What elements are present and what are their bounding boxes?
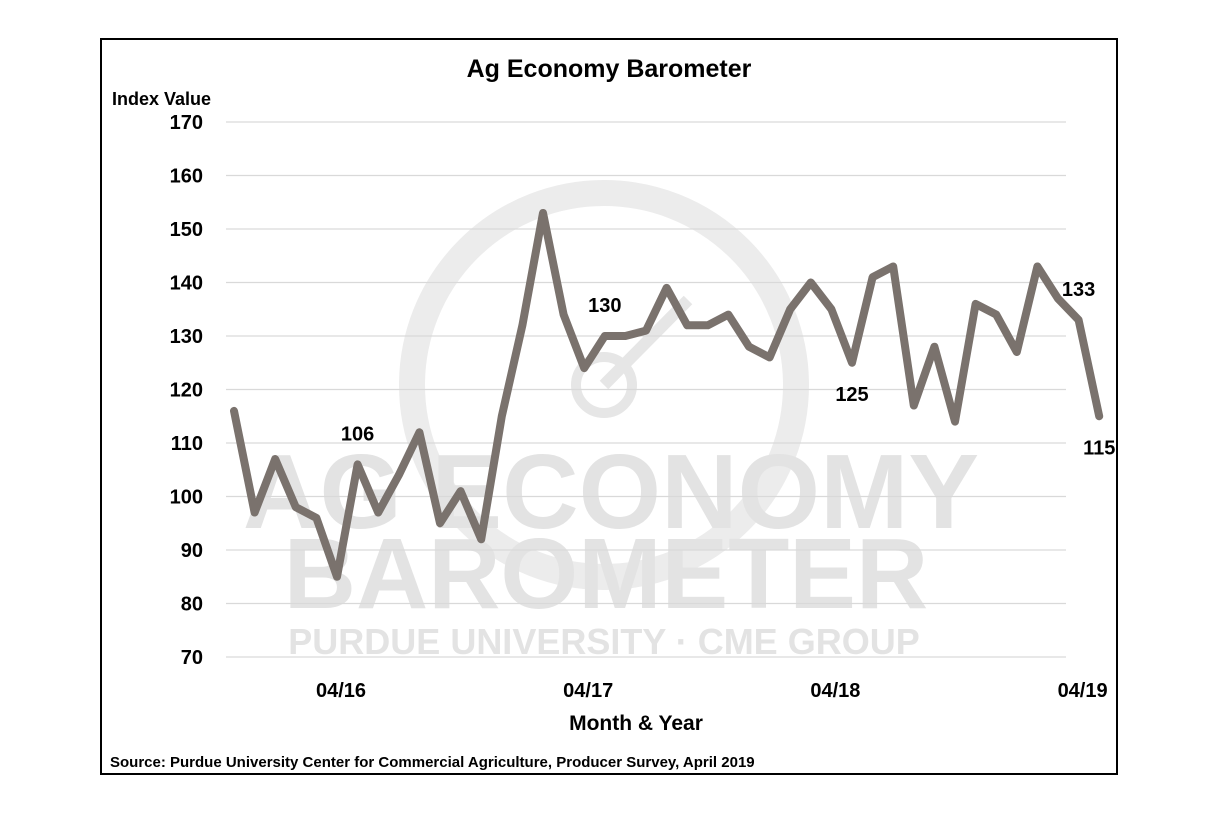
data-label: 125 bbox=[835, 384, 868, 406]
data-label: 130 bbox=[588, 295, 621, 317]
gridlines bbox=[226, 121, 1066, 658]
x-axis-title: Month & Year bbox=[569, 712, 703, 735]
y-tick-labels: 70 80 90 100 110 120 130 140 150 160 170 bbox=[170, 112, 203, 669]
data-label: 106 bbox=[341, 423, 374, 445]
series-layer bbox=[230, 208, 1104, 581]
watermark-gauge-needle bbox=[599, 295, 693, 390]
y-tick-label: 100 bbox=[170, 487, 203, 509]
y-tick-label: 80 bbox=[181, 594, 203, 616]
chart-frame bbox=[100, 38, 1118, 775]
y-tick-label: 120 bbox=[170, 380, 203, 402]
y-tick-label: 130 bbox=[170, 326, 203, 348]
y-tick-label: 140 bbox=[170, 273, 203, 295]
y-tick-label: 90 bbox=[181, 540, 203, 562]
y-axis-title: Index Value bbox=[112, 89, 211, 109]
watermark-gauge-hub bbox=[571, 352, 637, 418]
y-tick-label: 150 bbox=[170, 219, 203, 241]
y-tick-label: 170 bbox=[170, 112, 203, 134]
watermark-line2: BAROMETER bbox=[284, 518, 928, 630]
data-labels: 106 130 125 133 115 bbox=[341, 279, 1115, 459]
watermark-gauge-ring bbox=[399, 180, 809, 590]
chart-title: Ag Economy Barometer bbox=[467, 55, 752, 83]
source-note: Source: Purdue University Center for Com… bbox=[110, 754, 755, 771]
x-tick-label: 04/17 bbox=[563, 680, 613, 702]
series-line bbox=[230, 208, 1104, 581]
x-tick-label: 04/19 bbox=[1058, 680, 1108, 702]
y-tick-label: 70 bbox=[181, 647, 203, 669]
data-label: 133 bbox=[1062, 279, 1095, 301]
data-label: 115 bbox=[1083, 437, 1115, 459]
x-tick-label: 04/18 bbox=[810, 680, 860, 702]
y-tick-label: 160 bbox=[170, 166, 203, 188]
y-tick-label: 110 bbox=[171, 433, 203, 455]
x-tick-label: 04/16 bbox=[316, 680, 366, 702]
watermark-line3: PURDUE UNIVERSITY · CME GROUP bbox=[288, 621, 919, 662]
x-tick-labels: 04/16 04/17 04/18 04/19 bbox=[316, 680, 1108, 702]
